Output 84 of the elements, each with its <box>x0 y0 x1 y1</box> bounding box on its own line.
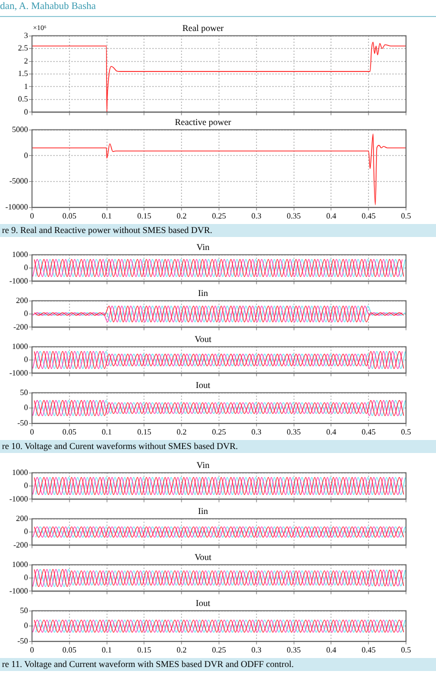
y-tick-label: -1000 <box>9 368 28 378</box>
x-tick-label: 0.4 <box>326 645 336 654</box>
x-tick-label: 0.35 <box>286 427 301 436</box>
y-tick-label: 50 <box>20 606 28 615</box>
x-tick-label: 0.05 <box>62 427 76 436</box>
y-tick-label: 0 <box>24 527 28 536</box>
y-tick-label: -200 <box>13 540 28 550</box>
chart-title: Vin <box>196 242 210 252</box>
x-tick-label: 0.1 <box>102 645 112 654</box>
y-tick-label: 2 <box>24 56 28 66</box>
chart-title: Vin <box>196 460 210 470</box>
y-tick-label: 0 <box>24 309 28 318</box>
x-tick-label: 0.1 <box>102 211 112 220</box>
x-tick-label: 0.4 <box>326 211 336 220</box>
y-tick-label: 0 <box>24 403 28 412</box>
y-tick-label: 1000 <box>12 560 28 569</box>
y-tick-label: 0 <box>24 107 28 116</box>
y-tick-label: -10000 <box>5 202 28 212</box>
x-tick-label: 0.2 <box>176 211 187 220</box>
y-tick-label: -1000 <box>9 586 28 596</box>
text: dan, A. Mahabub Basha <box>0 0 436 17</box>
x-tick-label: 0.35 <box>286 211 301 220</box>
y-tick-label: 1.5 <box>18 69 28 78</box>
x-tick-label: 0.1 <box>102 427 112 436</box>
x-tick-label: 0.35 <box>286 645 301 654</box>
x-tick-label: 0.3 <box>251 645 262 654</box>
x-tick-label: 0.2 <box>176 427 187 436</box>
x-tick-label: 0.15 <box>137 645 152 654</box>
y-tick-label: 1000 <box>12 342 28 351</box>
x-tick-label: 0.5 <box>401 211 411 220</box>
x-tick-label: 0.45 <box>362 211 376 220</box>
y-tick-label: 0 <box>24 621 28 630</box>
text: re 9. Real and Reactive power without SMES based DVR. <box>0 224 436 237</box>
y-tick-label: 0.5 <box>18 94 28 104</box>
y-tick-label: 1000 <box>12 468 28 477</box>
x-tick-label: 0.25 <box>212 211 226 220</box>
chart-title: Iout <box>196 380 211 390</box>
x-tick-label: 0 <box>30 427 34 436</box>
x-tick-label: 0.15 <box>137 211 152 220</box>
x-tick-label: 0 <box>30 211 34 220</box>
y-tick-label: 0 <box>24 150 28 160</box>
y-tick-label: 0 <box>24 573 28 582</box>
y-tick-label: 5000 <box>12 124 28 134</box>
line-series <box>32 134 406 206</box>
x-tick-label: 0.45 <box>362 427 376 436</box>
x-tick-label: 0.05 <box>62 211 76 220</box>
y-tick-label: 200 <box>16 296 28 305</box>
y-tick-label: -50 <box>17 418 28 428</box>
y-tick-label: 1000 <box>12 250 28 259</box>
x-tick-label: 0.45 <box>362 645 376 654</box>
chart-title: Vout <box>194 552 212 562</box>
x-tick-label: 0.25 <box>212 645 226 654</box>
y-tick-label: -5000 <box>9 176 28 186</box>
y-tick-label: 0 <box>24 355 28 364</box>
chart-title: Iin <box>198 506 208 516</box>
y-tick-label: -1000 <box>9 494 28 504</box>
y-tick-label: -1000 <box>9 276 28 286</box>
y-tick-label: 0 <box>24 481 28 490</box>
y-tick-label: 2.5 <box>18 44 28 53</box>
x-tick-label: 0.3 <box>251 211 262 220</box>
y-tick-label: 0 <box>24 263 28 272</box>
x-tick-label: 0.15 <box>137 427 152 436</box>
chart-title: Vout <box>194 334 212 344</box>
y-tick-label: -200 <box>13 322 28 332</box>
line-series <box>32 42 406 112</box>
chart-title: Reactive power <box>174 116 232 127</box>
x-tick-label: 0 <box>30 645 34 654</box>
x-tick-label: 0.3 <box>251 427 262 436</box>
y-tick-label: 200 <box>16 514 28 523</box>
x-tick-label: 0.2 <box>176 645 187 654</box>
y-tick-label: 1 <box>24 82 28 91</box>
x-tick-label: 0.25 <box>212 427 226 436</box>
x-tick-label: 0.5 <box>401 645 411 654</box>
y-tick-label: 3 <box>24 30 28 40</box>
chart-title: Real power <box>182 22 224 33</box>
x-tick-label: 0.05 <box>62 645 76 654</box>
text: re 11. Voltage and Current waveform with SMES based DVR and ODFF control. <box>0 658 436 671</box>
chart-title: Iout <box>196 598 211 608</box>
text: re 10. Voltage and Curent waveforms without SMES based DVR. <box>0 440 436 453</box>
chart-title: Iin <box>198 288 208 298</box>
y-tick-label: 50 <box>20 388 28 397</box>
x-tick-label: 0.5 <box>401 427 411 436</box>
x-tick-label: 0.4 <box>326 427 336 436</box>
y-tick-label: -50 <box>17 636 28 646</box>
